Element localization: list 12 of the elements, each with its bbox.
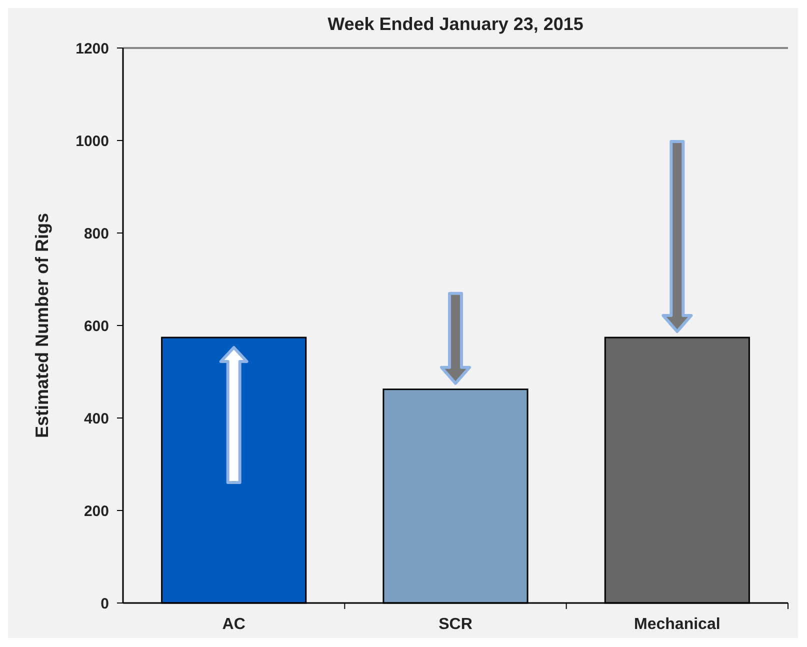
y-tick-label: 1000 (76, 132, 109, 150)
y-tick-label: 1200 (76, 40, 109, 58)
y-tick-label: 0 (100, 595, 109, 612)
y-axis-title: Estimated Number of Rigs (32, 212, 52, 438)
chart-title: Week Ended January 23, 2015 (328, 14, 584, 34)
y-tick-label: 800 (84, 225, 109, 242)
y-tick-label: 400 (84, 410, 109, 428)
y-tick-label: 600 (84, 318, 109, 335)
x-tick-label: Mechanical (634, 616, 720, 633)
y-tick-label: 200 (84, 502, 109, 520)
x-tick-label: SCR (438, 616, 473, 633)
x-tick-label: AC (222, 616, 246, 633)
